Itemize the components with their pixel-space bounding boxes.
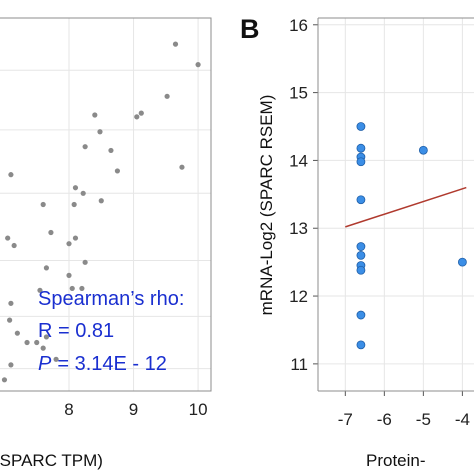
panel-b-data-point bbox=[356, 122, 366, 131]
panel-a-data-point bbox=[7, 317, 13, 323]
panel-b-trendline bbox=[345, 186, 467, 228]
panel-a-data-point bbox=[5, 235, 11, 241]
panel-b-y-tick-label: 14 bbox=[289, 151, 308, 170]
panel-b-x-axis-title: Protein- bbox=[366, 451, 426, 470]
panel-b-data-point bbox=[356, 340, 366, 350]
panel-a-data-point bbox=[164, 93, 170, 99]
panel-b-grid bbox=[313, 18, 474, 396]
panel-a-data-point bbox=[92, 112, 98, 118]
panel-a-data-point bbox=[34, 339, 40, 346]
panel-a-data-point bbox=[71, 201, 77, 208]
panel-a-data-point bbox=[53, 356, 59, 362]
panel-a-data-point bbox=[40, 345, 46, 351]
panel-b-data-point bbox=[356, 265, 366, 275]
p-value-text: = 3.14E - 12 bbox=[57, 353, 167, 375]
panel-a-data-point bbox=[8, 362, 14, 368]
panel-b-x-tick-labels: -7 -6 -5 -4 bbox=[338, 410, 470, 429]
panel-a-data-point bbox=[72, 235, 79, 241]
panel-b-data-point bbox=[356, 143, 366, 153]
panel-a-data-point bbox=[69, 285, 75, 292]
panel-a-data-point bbox=[82, 259, 88, 265]
panel-b: B 11 12 13 14 15 16 -7 -6 -5 -4 mRNA-Log2 (SPARC… bbox=[240, 14, 474, 470]
panel-a-points bbox=[1, 41, 201, 383]
panel-b-y-tick-label: 11 bbox=[290, 355, 308, 374]
panel-a-data-point bbox=[40, 201, 46, 208]
panel-a-data-point bbox=[66, 272, 72, 278]
panel-a-data-point bbox=[48, 229, 54, 236]
panel-b-x-tick-label: -4 bbox=[455, 410, 470, 429]
panel-a-data-point bbox=[80, 190, 86, 196]
panel-a-data-point bbox=[43, 265, 50, 271]
panel-a-data-point bbox=[43, 334, 50, 340]
panel-b-data-point bbox=[418, 145, 428, 155]
panel-a-x-tick-label: 9 bbox=[129, 400, 138, 419]
panel-a-data-point bbox=[79, 285, 85, 292]
panel-a-grid bbox=[0, 18, 211, 391]
panel-b-data-point bbox=[356, 242, 366, 251]
annotation-title: Spearman’s rho: bbox=[38, 288, 184, 310]
panel-b-label: B bbox=[240, 14, 260, 44]
panel-a-data-point bbox=[1, 377, 8, 383]
annotation-p-value: P = 3.14E - 12 bbox=[38, 353, 167, 375]
panel-b-points bbox=[356, 122, 467, 350]
panel-a-x-axis-title: (SPARC TPM) bbox=[0, 451, 103, 470]
panel-b-y-tick-label: 16 bbox=[289, 16, 308, 35]
panel-a-data-point bbox=[108, 147, 114, 154]
panel-b-data-point bbox=[356, 157, 366, 167]
p-symbol: P bbox=[38, 353, 52, 375]
panel-a-data-point bbox=[66, 241, 72, 247]
panel-b-x-tick-label: -5 bbox=[416, 410, 431, 429]
annotation-r-value: R = 0.81 bbox=[38, 320, 114, 342]
panel-b-data-point bbox=[457, 257, 467, 267]
panel-a-data-point bbox=[72, 185, 79, 191]
panel-b-data-point bbox=[356, 310, 366, 320]
panel-a-x-tick-label: 8 bbox=[64, 400, 73, 419]
panel-a-data-point bbox=[37, 287, 43, 293]
panel-a-data-point bbox=[82, 144, 88, 150]
panel-a-data-point bbox=[97, 129, 103, 135]
panel-a-data-point bbox=[138, 110, 144, 116]
panel-a-data-point bbox=[179, 164, 185, 170]
panel-b-x-tick-label: -7 bbox=[338, 410, 353, 429]
panel-a-data-point bbox=[8, 172, 14, 178]
panel-a-data-point bbox=[14, 330, 20, 336]
panel-b-y-tick-label: 12 bbox=[289, 287, 308, 306]
panel-b-y-axis-title: mRNA-Log2 (SPARC RSEM) bbox=[257, 95, 276, 316]
panel-a-x-tick-labels: 8 9 10 bbox=[64, 400, 207, 419]
panel-b-data-point bbox=[356, 195, 366, 205]
panel-a-data-point bbox=[114, 168, 121, 174]
panel-a: 8 9 10 Spearman’s rho: R = 0.81 P = 3.14E -… bbox=[0, 17, 212, 470]
panel-a-data-point bbox=[24, 339, 30, 346]
panel-a-x-tick-label: 10 bbox=[189, 400, 208, 419]
panel-b-y-tick-label: 15 bbox=[289, 84, 308, 103]
panel-a-plot-frame bbox=[0, 17, 212, 392]
panel-b-data-point bbox=[356, 250, 366, 260]
panel-a-data-point bbox=[195, 62, 201, 68]
panel-b-y-tick-labels: 11 12 13 14 15 16 bbox=[289, 16, 308, 374]
panel-a-annotation: Spearman’s rho: R = 0.81 P = 3.14E - 12 bbox=[38, 288, 184, 375]
panel-a-data-point bbox=[11, 242, 17, 249]
panel-a-data-point bbox=[98, 198, 104, 204]
panel-a-data-point bbox=[8, 300, 14, 306]
panel-b-x-tick-label: -6 bbox=[377, 410, 392, 429]
panel-a-data-point bbox=[172, 41, 179, 47]
panel-a-data-point bbox=[134, 114, 140, 120]
panel-b-y-tick-label: 13 bbox=[289, 219, 308, 238]
